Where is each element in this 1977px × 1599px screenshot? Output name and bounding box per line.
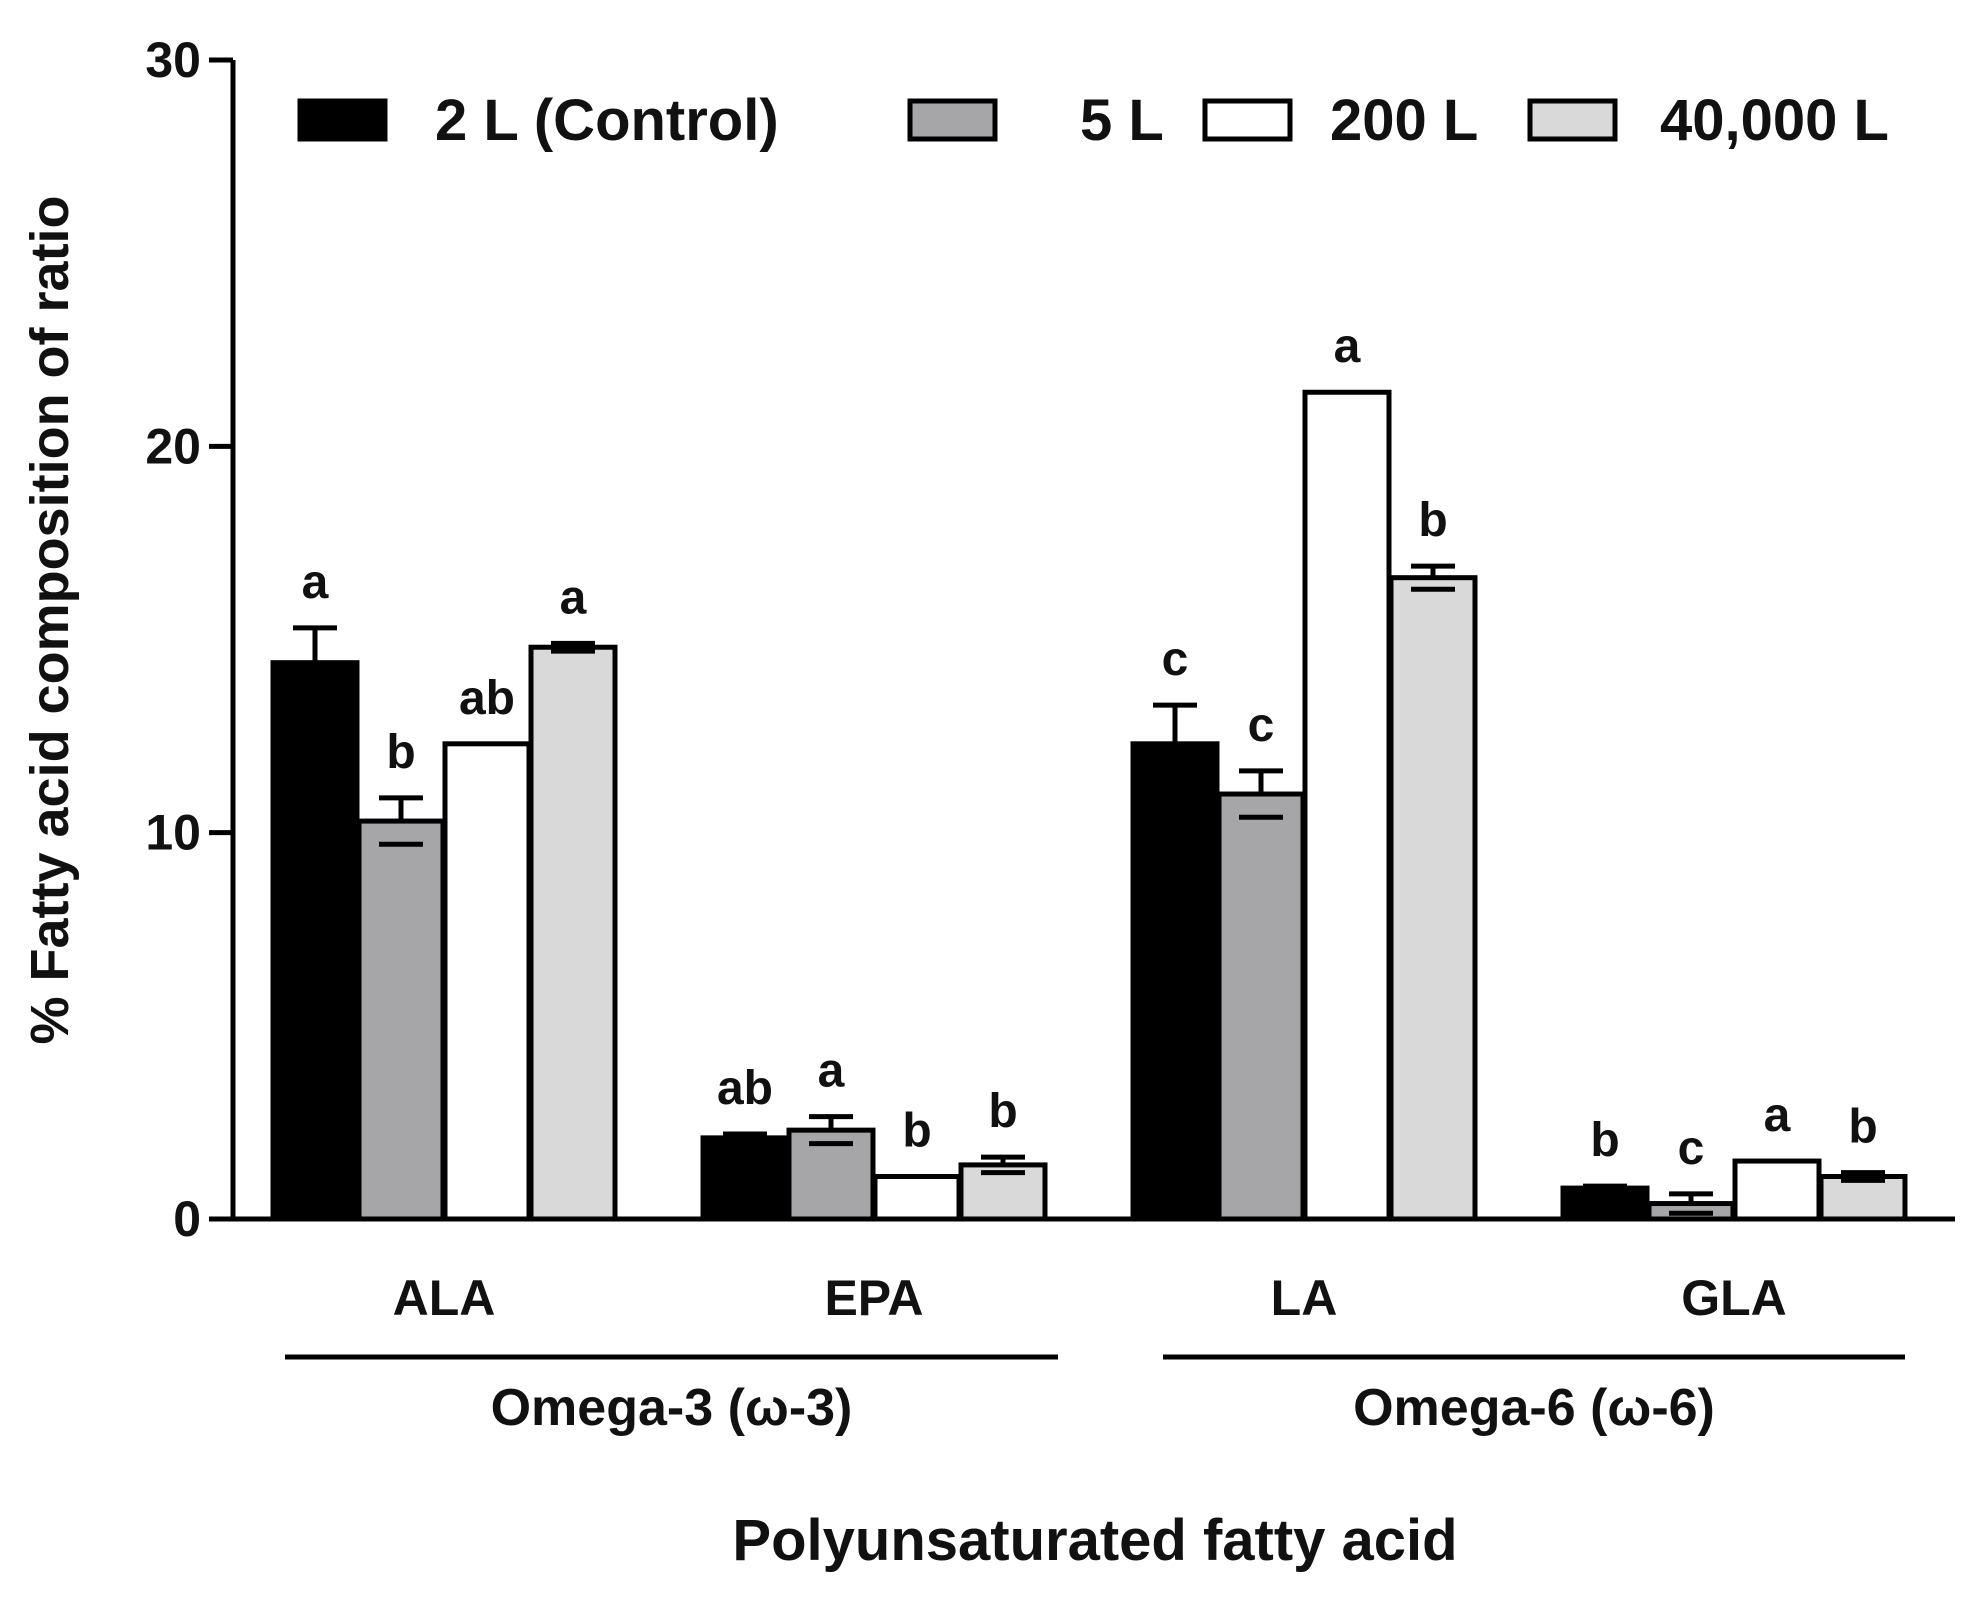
bar [356,818,446,1222]
significance-letter: a [818,1045,845,1098]
significance-letter: b [988,1085,1017,1138]
bar [1302,389,1392,1222]
legend-swatch [907,98,998,142]
legend-swatch [297,98,388,142]
bar [270,660,360,1222]
significance-letter: b [1848,1101,1877,1154]
legend-label: 2 L (Control) [435,88,779,153]
bar [872,1174,962,1222]
significance-letter: ab [717,1062,773,1115]
significance-letter: b [1590,1114,1619,1167]
legend-swatch [1527,98,1618,142]
legend-label: 5 L [1080,88,1164,153]
significance-letter: a [1764,1089,1791,1142]
significance-letter: a [560,571,587,624]
legend: 2 L (Control) 5 L 200 L 40,000 L [297,88,1889,153]
significance-letter: c [1162,633,1189,686]
significance-letter: b [386,726,415,779]
bar [1818,1174,1908,1222]
bar [1560,1185,1650,1222]
y-tick-label: 20 [145,418,201,474]
bar [1732,1158,1822,1222]
legend-label: 200 L [1330,88,1478,153]
bar [700,1135,790,1222]
bar [1216,791,1306,1222]
group-label: Omega-3 (ω-3) [491,1379,853,1437]
bar [528,644,618,1222]
bar [1130,741,1220,1222]
y-tick-label: 0 [173,1191,201,1247]
x-axis-title: Polyunsaturated fatty acid [732,1508,1457,1573]
significance-letter: b [902,1105,931,1158]
significance-letter: c [1678,1122,1705,1175]
significance-letter: a [1334,320,1361,373]
x-tick-label: EPA [824,1270,923,1326]
significance-letter: c [1248,699,1275,752]
legend-swatch [1202,98,1293,142]
bar [1388,575,1478,1222]
x-tick-label: GLA [1681,1270,1787,1326]
significance-letter: b [1418,494,1447,547]
x-tick-label: LA [1271,1270,1338,1326]
y-tick-label: 10 [145,805,201,861]
bar [442,741,532,1222]
x-tick-label: ALA [393,1270,496,1326]
y-tick-label: 30 [145,32,201,88]
y-axis-title: % Fatty acid composition of ratio [20,195,80,1044]
legend-label: 40,000 L [1660,88,1889,153]
significance-letter: a [302,556,329,609]
group-label: Omega-6 (ω-6) [1353,1379,1715,1437]
significance-letter: ab [459,672,515,725]
